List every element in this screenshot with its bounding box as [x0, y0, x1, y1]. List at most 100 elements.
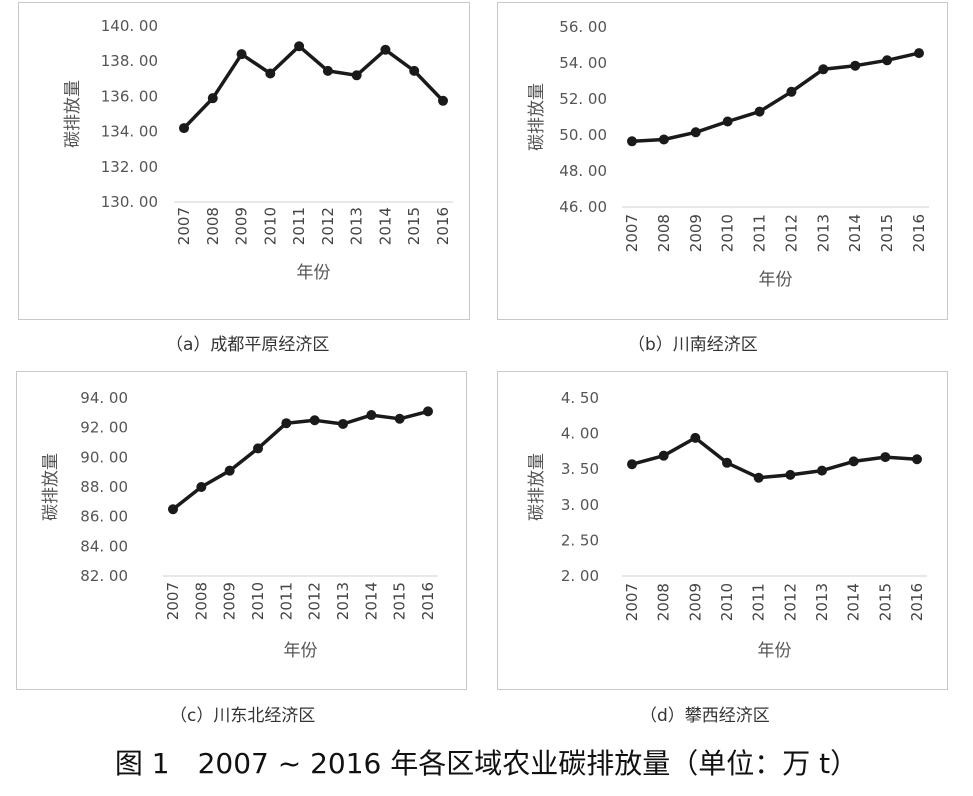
data-point	[912, 454, 922, 465]
y-axis-title: 碳排放量	[41, 453, 61, 521]
y-tick-label: 84. 00	[80, 537, 128, 555]
x-tick-label: 2013	[813, 583, 831, 621]
chart-frame	[497, 371, 948, 690]
chart-d-svg: 2. 00 2. 50 3. 00 3. 50 4. 00 4. 50 2007 2008 20…	[497, 371, 948, 690]
y-tick-label: 56. 00	[559, 18, 607, 36]
y-tick-label: 54. 00	[559, 54, 607, 72]
data-point	[281, 418, 292, 429]
x-tick-label: 2007	[175, 207, 193, 245]
x-tick-label: 2015	[876, 583, 894, 621]
x-tick-label: 2014	[845, 583, 863, 621]
x-tick-label: 2011	[750, 583, 768, 621]
caption-b: （b）川南经济区	[628, 335, 758, 355]
y-tick-label: 130. 00	[101, 193, 158, 211]
x-tick-label: 2016	[908, 583, 926, 621]
chart-frame	[16, 371, 467, 690]
x-tick-label: 2008	[655, 583, 673, 621]
data-point	[850, 60, 861, 71]
chart-a-svg: 130. 00 132. 00 134. 00 136. 00 138. 00 140. …	[18, 2, 470, 320]
data-point	[627, 136, 637, 147]
data-point	[882, 55, 893, 66]
data-point	[322, 65, 333, 76]
data-point	[817, 465, 827, 476]
x-tick-label: 2016	[434, 207, 452, 245]
x-tick-label: 2009	[233, 207, 251, 245]
data-point	[785, 469, 796, 480]
x-tick-label: 2008	[204, 207, 222, 245]
data-point	[786, 86, 797, 97]
data-point	[351, 70, 362, 81]
caption-c: （c）川东北经济区	[170, 706, 316, 726]
y-tick-label: 3. 00	[561, 496, 599, 514]
data-point	[207, 93, 218, 104]
y-tick-label: 86. 00	[80, 508, 128, 526]
data-point	[754, 106, 765, 117]
x-axis-title: 年份	[284, 641, 318, 661]
y-tick-label: 94. 00	[80, 389, 128, 407]
data-point	[236, 49, 247, 60]
x-tick-label: 2010	[719, 214, 737, 252]
y-axis-title: 碳排放量	[527, 83, 547, 151]
data-point	[753, 472, 764, 483]
y-tick-label: 132. 00	[101, 158, 158, 176]
caption-d: （d）攀西经济区	[640, 706, 770, 726]
data-point	[722, 116, 733, 127]
y-tick-label: 92. 00	[80, 419, 128, 437]
x-tick-label: 2012	[319, 207, 337, 245]
data-point	[253, 443, 263, 454]
y-tick-label: 50. 00	[559, 126, 607, 144]
data-point	[168, 504, 178, 515]
data-point	[224, 465, 235, 476]
data-point	[438, 95, 448, 106]
data-point	[338, 418, 348, 429]
x-tick-label: 2015	[878, 214, 896, 252]
x-tick-label: 2016	[910, 214, 928, 252]
x-tick-label: 2008	[655, 214, 673, 252]
data-point	[309, 415, 320, 426]
data-point	[818, 64, 829, 75]
y-tick-label: 134. 00	[101, 123, 158, 141]
y-tick-label: 4. 00	[561, 425, 599, 443]
x-tick-label: 2015	[391, 582, 409, 620]
x-axis-title: 年份	[758, 641, 792, 661]
x-axis-title: 年份	[297, 263, 331, 283]
x-tick-label: 2007	[164, 582, 182, 620]
y-tick-label: 2. 00	[561, 567, 599, 585]
y-tick-label: 46. 00	[559, 198, 607, 216]
y-tick-label: 3. 50	[561, 460, 599, 478]
x-tick-label: 2016	[419, 582, 437, 620]
x-tick-label: 2014	[362, 582, 380, 620]
chart-panel-d: 2. 00 2. 50 3. 00 3. 50 4. 00 4. 50 2007 2008 20…	[497, 371, 948, 690]
data-point	[914, 48, 924, 59]
x-tick-label: 2008	[192, 582, 210, 620]
y-tick-label: 2. 50	[561, 531, 599, 549]
x-tick-label: 2009	[686, 583, 704, 621]
y-tick-label: 48. 00	[559, 162, 607, 180]
x-tick-label: 2011	[277, 582, 295, 620]
data-point	[423, 406, 433, 417]
x-tick-label: 2014	[846, 214, 864, 252]
data-point	[848, 456, 859, 467]
data-point	[409, 65, 420, 76]
x-tick-label: 2007	[623, 583, 641, 621]
x-tick-label: 2012	[781, 583, 799, 621]
chart-b-svg: 46. 00 48. 00 50. 00 52. 00 54. 00 56. 00 2007…	[497, 2, 948, 320]
data-point	[627, 459, 637, 470]
x-tick-label: 2010	[249, 582, 267, 620]
y-tick-label: 138. 00	[101, 52, 158, 70]
data-point	[658, 450, 669, 461]
y-tick-label: 52. 00	[559, 90, 607, 108]
y-axis-title: 碳排放量	[63, 80, 83, 148]
data-point	[366, 410, 377, 421]
series-line	[182, 44, 445, 130]
data-point	[179, 123, 189, 134]
data-point	[690, 432, 701, 443]
x-tick-label: 2009	[687, 214, 705, 252]
x-tick-label: 2007	[623, 214, 641, 252]
series-line	[630, 436, 919, 480]
y-tick-label: 82. 00	[80, 567, 128, 585]
chart-frame	[497, 2, 948, 320]
x-tick-label: 2009	[221, 582, 239, 620]
data-point	[294, 41, 305, 52]
y-tick-label: 4. 50	[561, 389, 599, 407]
